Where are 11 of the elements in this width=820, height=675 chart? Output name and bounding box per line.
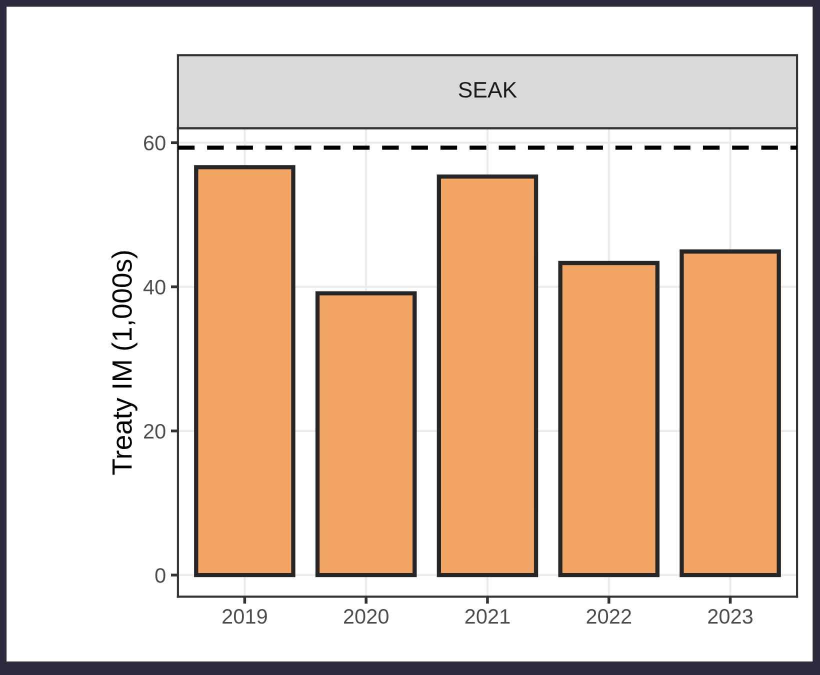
y-tick-label: 60 <box>144 136 166 150</box>
chart-title: SEAK <box>458 82 517 98</box>
x-tick-label: 2022 <box>586 609 632 624</box>
y-tick-label: 40 <box>143 280 166 295</box>
x-tick-label: 2021 <box>465 609 510 624</box>
x-tick-label: 2019 <box>222 609 267 624</box>
x-tick-label: 2020 <box>344 609 388 624</box>
y-tick-label: 0 <box>155 568 166 583</box>
y-axis-title: Treaty IM (1,000s) <box>112 251 138 475</box>
x-tick-label: 2023 <box>708 609 753 624</box>
y-tick-label: 20 <box>144 424 166 439</box>
